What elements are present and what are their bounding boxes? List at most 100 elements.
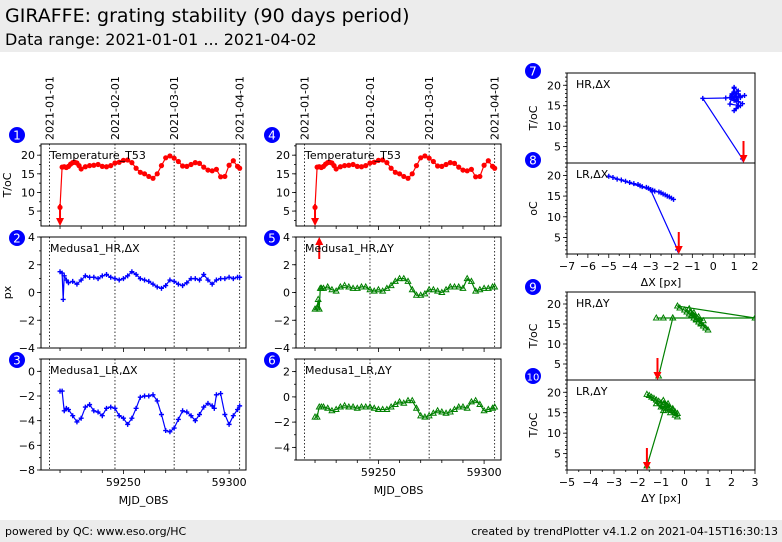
x-tick-label: −6 (580, 260, 596, 273)
data-point (59, 270, 65, 276)
data-point (374, 405, 383, 412)
data-point (366, 402, 374, 410)
data-point (184, 409, 190, 415)
plot-frame (566, 72, 756, 164)
plot-frame (40, 143, 247, 227)
data-point (676, 303, 684, 311)
data-point (188, 161, 194, 168)
data-point (87, 163, 93, 169)
data-point (237, 403, 243, 409)
data-point (405, 175, 411, 181)
data-point (179, 163, 186, 169)
data-point (315, 305, 323, 312)
data-point (737, 95, 743, 101)
data-point (328, 406, 336, 414)
data-point (412, 291, 421, 298)
data-point (692, 315, 700, 322)
data-point (184, 163, 190, 169)
panel-number-badge (264, 230, 280, 246)
date-label: 2021-02-01 (364, 76, 377, 140)
y-tick-label: 20 (21, 149, 35, 162)
data-point (129, 269, 135, 275)
data-point (739, 101, 745, 107)
data-point (184, 280, 190, 286)
panel-label: Medusa1_HR,ΔX (50, 242, 140, 255)
data-point (443, 161, 449, 168)
panel-label: Medusa1_HR,ΔY (305, 242, 394, 255)
data-point (378, 405, 387, 412)
data-point (112, 160, 118, 166)
data-point (209, 168, 215, 174)
panel-label: Temperature_T53 (304, 149, 401, 162)
data-point (188, 276, 194, 282)
y-tick-label: 10 (21, 186, 35, 199)
data-point (455, 282, 463, 290)
data-point (349, 284, 357, 291)
series-group (652, 301, 755, 379)
data-point (408, 285, 416, 293)
data-point (205, 167, 211, 173)
y-tick-label: 2 (28, 259, 35, 272)
data-point (610, 174, 616, 180)
data-point (146, 173, 152, 180)
outlier-arrow-head (653, 372, 662, 380)
data-point (401, 173, 407, 180)
y-tick-label: −4 (19, 342, 35, 355)
x-axis-label: MJD_OBS (374, 484, 424, 497)
data-point (332, 287, 340, 294)
y-tick-label: 5 (554, 358, 561, 371)
x-tick-label: −1 (684, 260, 700, 273)
panel-number-badge (525, 152, 541, 168)
data-point (63, 277, 69, 283)
data-point (342, 163, 348, 169)
data-point (396, 171, 403, 177)
y-axis-label: oC (527, 201, 540, 216)
panel-number: 7 (529, 65, 537, 79)
data-point (137, 276, 143, 282)
data-point (180, 283, 186, 289)
x-tick-label: −2 (663, 260, 679, 273)
data-point (65, 280, 71, 286)
data-point (218, 391, 224, 397)
panel-label: HR,ΔX (576, 78, 611, 91)
data-point (447, 160, 453, 166)
data-point (349, 402, 357, 410)
panel-number: 8 (529, 154, 537, 168)
series-group (643, 390, 682, 469)
data-point (213, 392, 219, 398)
data-point (211, 405, 217, 411)
y-tick-label: −2 (274, 314, 290, 327)
data-point (91, 274, 97, 280)
data-point (366, 285, 374, 293)
x-tick-label: −5 (601, 260, 617, 273)
data-point (652, 188, 658, 194)
data-point (491, 282, 499, 290)
x-tick-label: 1 (731, 260, 738, 273)
header: GIRAFFE: grating stability (90 days peri… (0, 0, 782, 52)
series-group (311, 396, 499, 420)
panel-number: 10 (527, 373, 540, 384)
data-point (95, 276, 101, 282)
panel-number: 5 (268, 232, 276, 246)
data-point (171, 155, 177, 161)
y-axis-label: T/oC (527, 323, 540, 349)
data-point (388, 165, 394, 171)
data-point (362, 282, 370, 290)
data-point (213, 166, 220, 172)
data-point (354, 163, 360, 169)
data-point (345, 282, 353, 290)
data-point (408, 396, 416, 404)
data-point (205, 400, 211, 406)
data-point (446, 282, 454, 290)
data-point (456, 164, 462, 170)
plot-frame (295, 236, 502, 349)
data-point (213, 277, 219, 283)
panel-label: LR,ΔX (576, 168, 609, 181)
data-point (313, 413, 321, 420)
data-point (384, 160, 390, 166)
data-point (137, 394, 143, 400)
x-tick-label: 59250 (361, 466, 396, 479)
data-point (476, 285, 484, 293)
data-point (163, 155, 169, 161)
y-tick-label: 5 (28, 205, 35, 218)
